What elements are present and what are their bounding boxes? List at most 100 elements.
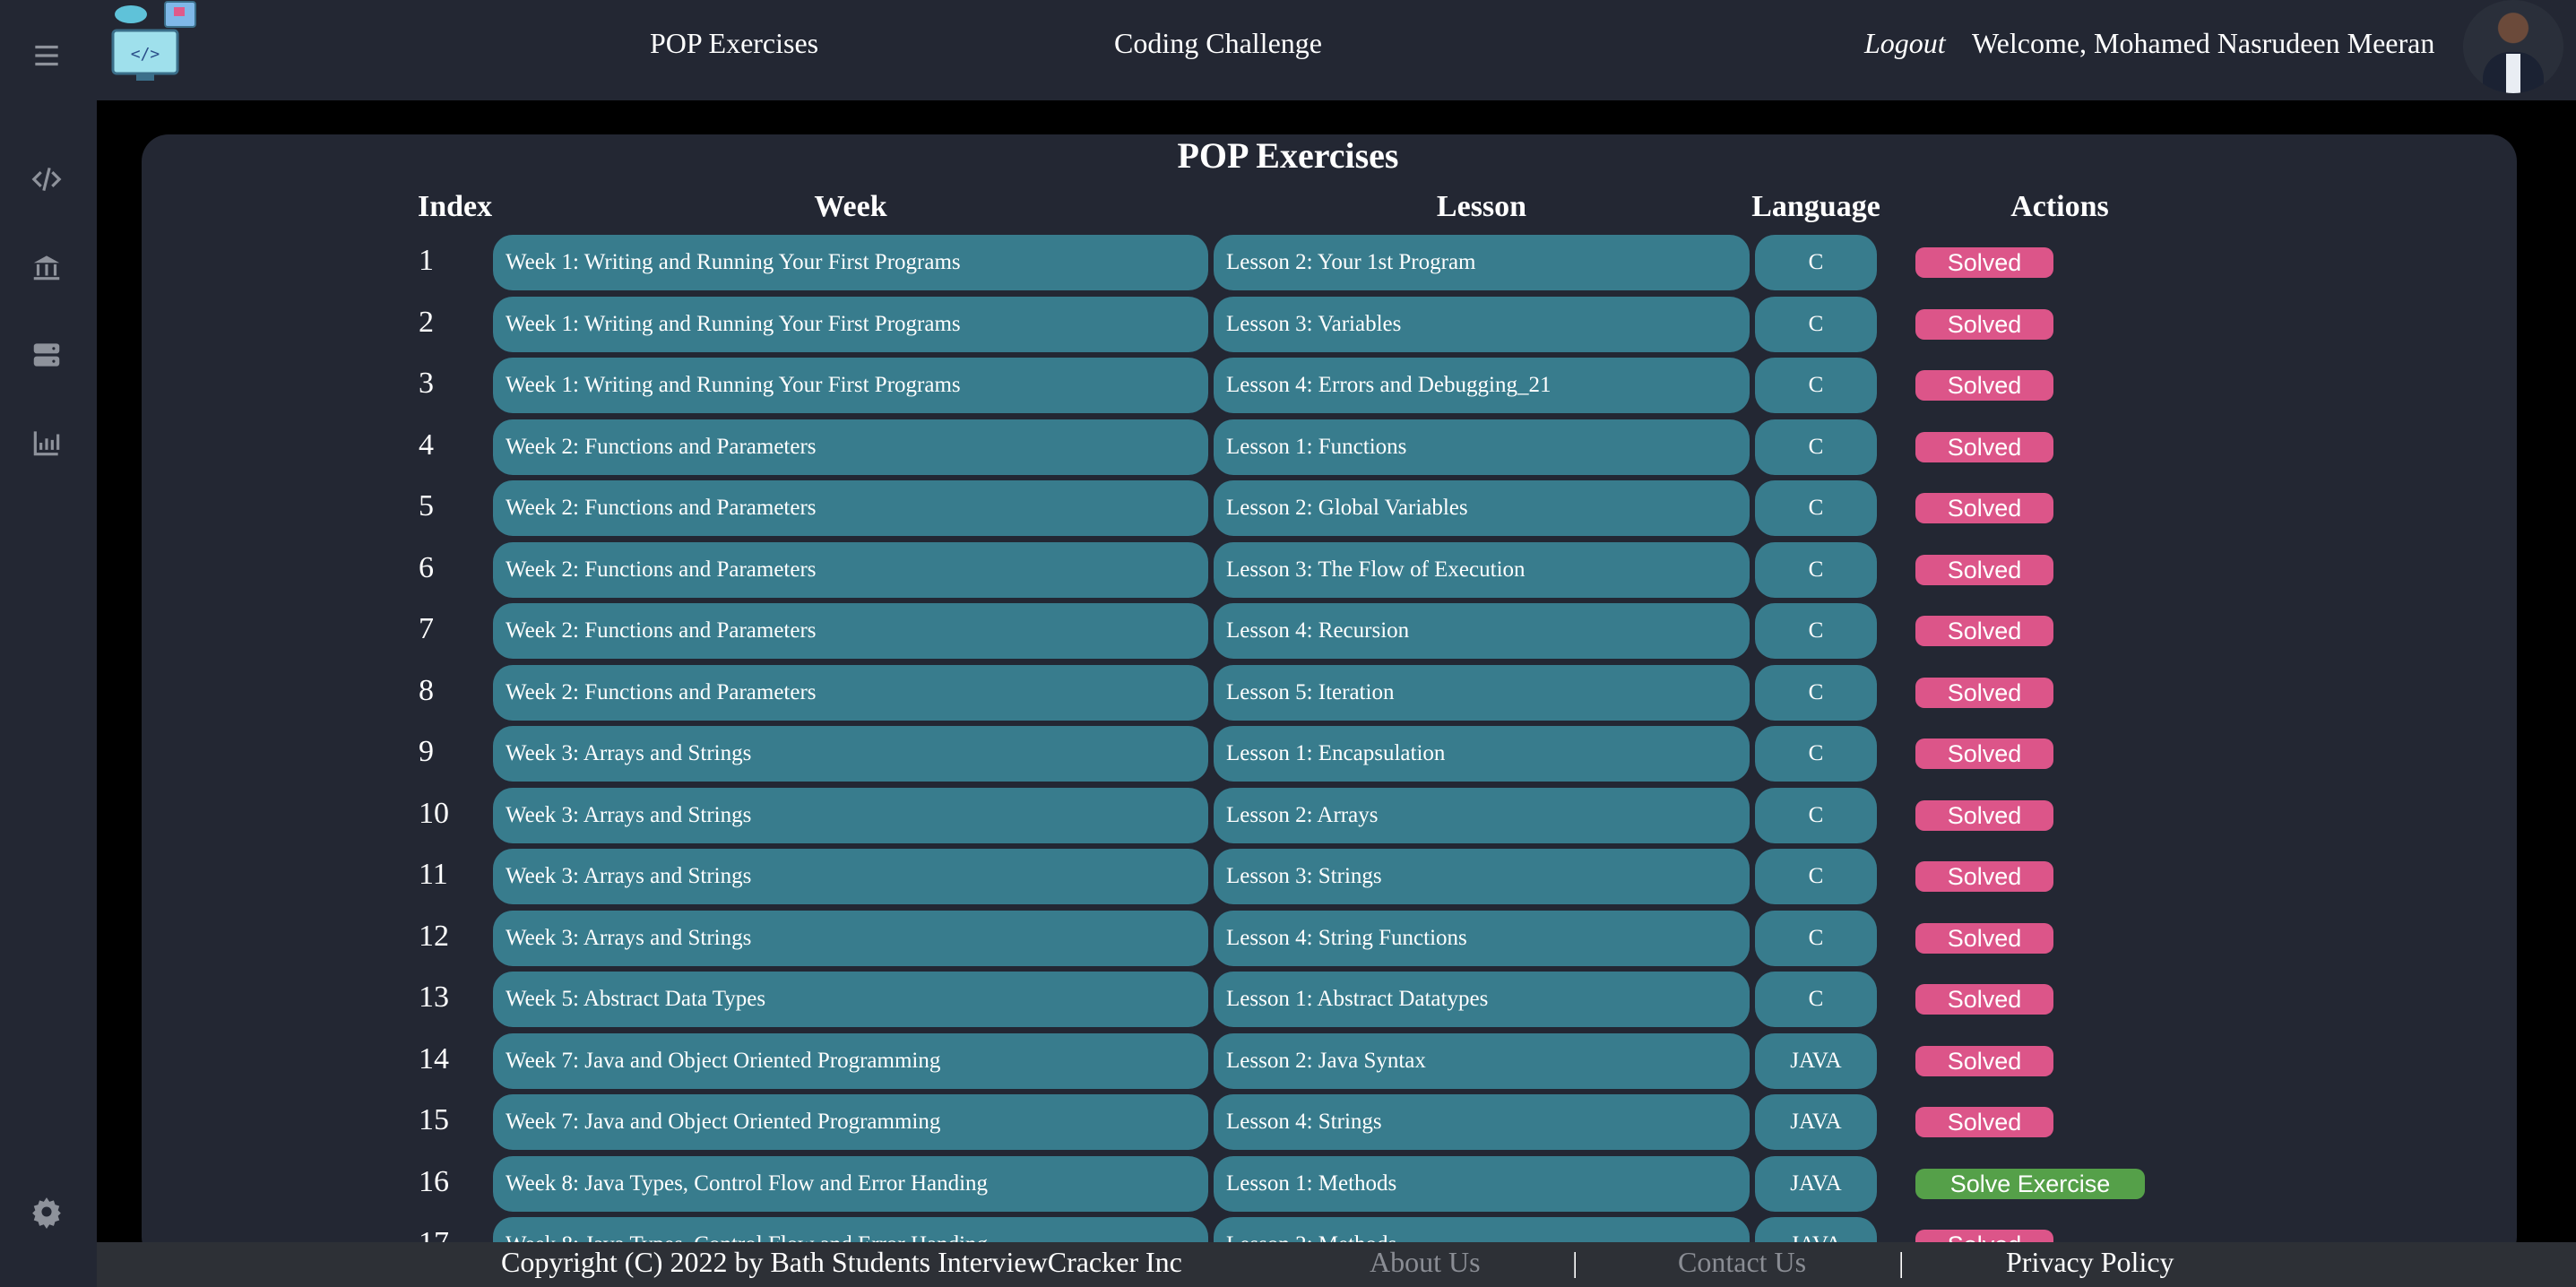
svg-text:</>: </> <box>131 45 160 64</box>
solved-badge[interactable]: Solved <box>1915 431 2053 462</box>
sidebar <box>0 0 97 1287</box>
week-cell[interactable]: Week 3: Arrays and Strings <box>493 849 1208 904</box>
bank-icon[interactable] <box>29 249 65 285</box>
solved-badge[interactable]: Solved <box>1915 616 2053 646</box>
row-index: 4 <box>419 428 434 462</box>
week-cell[interactable]: Week 7: Java and Object Oriented Program… <box>493 1094 1208 1150</box>
table-row: 8 Week 2: Functions and Parameters Lesson … <box>0 664 2576 721</box>
menu-icon[interactable] <box>29 38 65 73</box>
row-index: 13 <box>419 980 449 1014</box>
solved-badge[interactable]: Solved <box>1915 493 2053 523</box>
lesson-cell[interactable]: Lesson 1: Methods <box>1214 1155 1750 1212</box>
lesson-cell[interactable]: Lesson 2: Global Variables <box>1214 480 1750 536</box>
week-cell[interactable]: Week 1: Writing and Running Your First P… <box>493 235 1208 290</box>
solved-badge[interactable]: Solved <box>1915 554 2053 585</box>
language-cell: C <box>1755 235 1877 290</box>
week-cell[interactable]: Week 8: Java Types, Control Flow and Err… <box>493 1155 1208 1212</box>
solved-badge[interactable]: Solved <box>1915 308 2053 340</box>
solved-badge[interactable]: Solved <box>1915 1045 2053 1076</box>
week-cell[interactable]: Week 1: Writing and Running Your First P… <box>493 296 1208 352</box>
solved-badge[interactable]: Solved <box>1915 922 2053 954</box>
language-cell: C <box>1755 910 1877 966</box>
privacy-policy-link[interactable]: Privacy Policy <box>2006 1246 2174 1278</box>
welcome-text: Welcome, Mohamed Nasrudeen Meeran <box>1972 27 2435 59</box>
lesson-cell[interactable]: Lesson 4: String Functions <box>1214 910 1750 966</box>
col-header-lesson: Lesson <box>1436 190 1527 223</box>
contact-us-link[interactable]: Contact Us <box>1678 1246 1807 1278</box>
solved-badge[interactable]: Solved <box>1915 739 2053 769</box>
solve-exercise-button[interactable]: Solve Exercise <box>1915 1168 2145 1199</box>
lesson-cell[interactable]: Lesson 2: Arrays <box>1214 787 1750 843</box>
week-cell[interactable]: Week 1: Writing and Running Your First P… <box>493 358 1208 413</box>
lesson-cell[interactable]: Lesson 4: Recursion <box>1214 603 1750 659</box>
solved-badge[interactable]: Solved <box>1915 861 2053 892</box>
week-cell[interactable]: Week 3: Arrays and Strings <box>493 910 1208 966</box>
solved-badge[interactable]: Solved <box>1915 370 2053 401</box>
page-title: POP Exercises <box>1177 135 1399 176</box>
table-row: 16 Week 8: Java Types, Control Flow and E… <box>0 1155 2576 1212</box>
language-cell: C <box>1755 787 1877 843</box>
language-cell: C <box>1755 726 1877 782</box>
nav-coding-challenge[interactable]: Coding Challenge <box>1114 27 1322 59</box>
nav-pop-exercises[interactable]: POP Exercises <box>650 27 819 59</box>
week-cell[interactable]: Week 3: Arrays and Strings <box>493 787 1208 843</box>
table-row: 10 Week 3: Arrays and Strings Lesson 2: Ar… <box>0 787 2576 843</box>
lesson-cell[interactable]: Lesson 1: Functions <box>1214 419 1750 475</box>
copyright-text: Copyright (C) 2022 by Bath Students Inte… <box>501 1246 1182 1278</box>
lesson-cell[interactable]: Lesson 1: Encapsulation <box>1214 726 1750 782</box>
solved-badge[interactable]: Solved <box>1915 677 2053 708</box>
lesson-cell[interactable]: Lesson 2: Java Syntax <box>1214 1032 1750 1089</box>
week-cell[interactable]: Week 2: Functions and Parameters <box>493 541 1208 598</box>
week-cell[interactable]: Week 2: Functions and Parameters <box>493 480 1208 536</box>
about-us-link[interactable]: About Us <box>1370 1246 1481 1278</box>
table-row: 3 Week 1: Writing and Running Your First … <box>0 358 2576 413</box>
code-icon[interactable] <box>29 161 65 197</box>
col-header-week: Week <box>814 190 887 223</box>
solved-badge[interactable]: Solved <box>1915 1107 2053 1137</box>
language-cell: JAVA <box>1755 1032 1877 1089</box>
lesson-cell[interactable]: Lesson 3: The Flow of Execution <box>1214 541 1750 598</box>
table-row: 7 Week 2: Functions and Parameters Lesson … <box>0 603 2576 659</box>
row-index: 10 <box>419 796 449 830</box>
lesson-cell[interactable]: Lesson 4: Strings <box>1214 1094 1750 1150</box>
table-row: 15 Week 7: Java and Object Oriented Progr… <box>0 1094 2576 1150</box>
server-icon[interactable] <box>29 337 65 373</box>
language-cell: C <box>1755 849 1877 904</box>
language-cell: C <box>1755 296 1877 352</box>
language-cell: C <box>1755 480 1877 536</box>
row-index: 14 <box>419 1041 449 1075</box>
week-cell[interactable]: Week 2: Functions and Parameters <box>493 664 1208 721</box>
week-cell[interactable]: Week 5: Abstract Data Types <box>493 972 1208 1027</box>
gear-icon[interactable] <box>29 1194 65 1230</box>
lesson-cell[interactable]: Lesson 3: Variables <box>1214 296 1750 352</box>
week-cell[interactable]: Week 7: Java and Object Oriented Program… <box>493 1032 1208 1089</box>
week-cell[interactable]: Week 3: Arrays and Strings <box>493 726 1208 782</box>
lesson-cell[interactable]: Lesson 5: Iteration <box>1214 664 1750 721</box>
lesson-cell[interactable]: Lesson 3: Strings <box>1214 849 1750 904</box>
lesson-cell[interactable]: Lesson 4: Errors and Debugging_21 <box>1214 358 1750 413</box>
table-row: 5 Week 2: Functions and Parameters Lesson … <box>0 480 2576 536</box>
language-cell: C <box>1755 664 1877 721</box>
lesson-cell[interactable]: Lesson 1: Abstract Datatypes <box>1214 972 1750 1027</box>
lesson-cell[interactable]: Lesson 2: Your 1st Program <box>1214 235 1750 290</box>
solved-badge[interactable]: Solved <box>1915 984 2053 1015</box>
row-index: 6 <box>419 550 434 584</box>
row-index: 12 <box>419 919 449 953</box>
app-logo[interactable]: </> <box>111 0 201 86</box>
avatar[interactable] <box>2463 0 2563 93</box>
table-row: 6 Week 2: Functions and Parameters Lesson … <box>0 541 2576 598</box>
row-index: 3 <box>419 367 434 400</box>
week-cell[interactable]: Week 2: Functions and Parameters <box>493 419 1208 475</box>
table-row: 12 Week 3: Arrays and Strings Lesson 4: St… <box>0 910 2576 966</box>
footer-separator: | <box>1898 1246 1905 1278</box>
row-index: 2 <box>419 305 434 339</box>
top-bar <box>97 0 2576 100</box>
bar-chart-icon[interactable] <box>29 425 65 461</box>
week-cell[interactable]: Week 2: Functions and Parameters <box>493 603 1208 659</box>
row-index: 9 <box>419 735 434 768</box>
solved-badge[interactable]: Solved <box>1915 799 2053 831</box>
col-header-language: Language <box>1751 190 1880 223</box>
solved-badge[interactable]: Solved <box>1915 247 2053 278</box>
table-row: 2 Week 1: Writing and Running Your First … <box>0 296 2576 352</box>
logout-link[interactable]: Logout <box>1864 27 1946 59</box>
